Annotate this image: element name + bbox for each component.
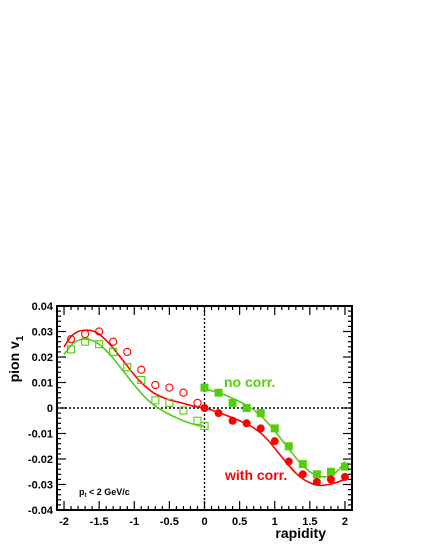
data-point-filled-circle (284, 457, 293, 466)
data-point-open-circle (179, 388, 188, 397)
data-point-filled-circle (298, 470, 307, 479)
data-point-filled-circle (242, 419, 251, 428)
x-tick-label: 1 (272, 516, 278, 528)
y-tick-label: 0.03 (32, 327, 53, 339)
y-axis-label-main: pion v (6, 341, 22, 382)
data-point-open-circle (123, 347, 132, 357)
data-point-filled-square (200, 383, 209, 392)
no-corr-annotation: no corr. (224, 374, 275, 390)
data-point-open-square (179, 406, 188, 415)
data-point-open-circle (94, 327, 104, 336)
pt-cut-suffix: < 2 GeV/c (87, 487, 130, 497)
x-tick-label: 1.5 (302, 516, 317, 528)
data-point-filled-circle (228, 416, 237, 425)
data-point-open-circle (66, 334, 76, 344)
fit-curve (63, 329, 205, 409)
data-point-filled-square (312, 470, 321, 479)
data-point-open-square (193, 416, 202, 425)
x-tick-label: 2 (342, 516, 348, 528)
pt-cut-prefix: p (79, 487, 85, 497)
data-point-filled-square (298, 460, 307, 469)
pt-cut-subscript: t (85, 493, 87, 499)
data-point-filled-circle (326, 475, 335, 484)
data-point-open-circle (109, 337, 118, 346)
x-tick-label: 0.5 (232, 516, 247, 528)
y-tick-label: -0.01 (28, 429, 53, 441)
data-point-filled-square (270, 424, 279, 433)
data-point-filled-square (228, 398, 237, 407)
data-point-filled-square (340, 462, 349, 471)
data-point-open-square (200, 421, 209, 430)
data-point-filled-square (256, 409, 265, 418)
data-point-filled-square (214, 388, 223, 397)
data-point-filled-circle (256, 424, 265, 433)
x-tick-label: -1.5 (90, 516, 109, 528)
x-tick-label: -0.5 (160, 516, 179, 528)
data-point-filled-circle (340, 472, 349, 481)
data-point-open-circle (137, 365, 146, 374)
x-tick-label: -2 (59, 516, 69, 528)
data-point-open-square (81, 337, 90, 346)
data-point-filled-square (242, 404, 251, 412)
data-markers (66, 327, 349, 486)
y-tick-label: -0.03 (28, 480, 53, 492)
fit-curve (63, 338, 205, 428)
y-tick-label: -0.02 (28, 454, 53, 466)
data-point-filled-circle (200, 404, 209, 412)
data-point-open-square (109, 347, 118, 356)
data-point-open-circle (80, 329, 90, 339)
data-point-open-circle (151, 380, 160, 390)
y-tick-labels: 0.04 0.03 0.02 0.01 0 -0.01 -0.02 -0.03 -0.04 (28, 301, 54, 517)
x-tick-label: 0 (201, 516, 207, 528)
data-point-open-square (165, 398, 174, 407)
data-point-open-square (123, 363, 132, 372)
data-point-filled-circle (270, 437, 279, 446)
y-tick-label: 0 (47, 403, 53, 415)
x-tick-labels: -2 -1.5 -1 -0.5 0 0.5 1 1.5 2 (59, 516, 348, 528)
data-point-open-circle (165, 383, 174, 392)
with-corr-annotation: with corr. (224, 467, 287, 483)
y-axis-label: pion v1 (6, 335, 26, 382)
y-tick-label: 0.01 (32, 378, 53, 390)
y-tick-label: 0.02 (32, 352, 53, 364)
axis-ticks (57, 305, 352, 511)
data-point-open-circle (193, 398, 202, 408)
x-axis-label: rapidity (275, 525, 326, 541)
data-point-open-square (151, 396, 160, 405)
data-point-filled-square (284, 442, 293, 451)
x-tick-label: -1 (129, 516, 139, 528)
data-point-filled-square (326, 467, 335, 476)
data-point-open-square (66, 345, 76, 354)
fit-curve (204, 407, 346, 487)
data-point-open-square (137, 375, 146, 385)
y-axis-label-subscript: 1 (15, 335, 26, 341)
y-tick-label: -0.04 (28, 505, 54, 517)
data-point-filled-circle (214, 409, 223, 418)
data-point-open-square (95, 340, 104, 349)
data-point-filled-circle (312, 477, 321, 486)
y-tick-label: 0.04 (32, 301, 54, 313)
pt-cut-annotation: pt < 2 GeV/c (79, 487, 130, 499)
